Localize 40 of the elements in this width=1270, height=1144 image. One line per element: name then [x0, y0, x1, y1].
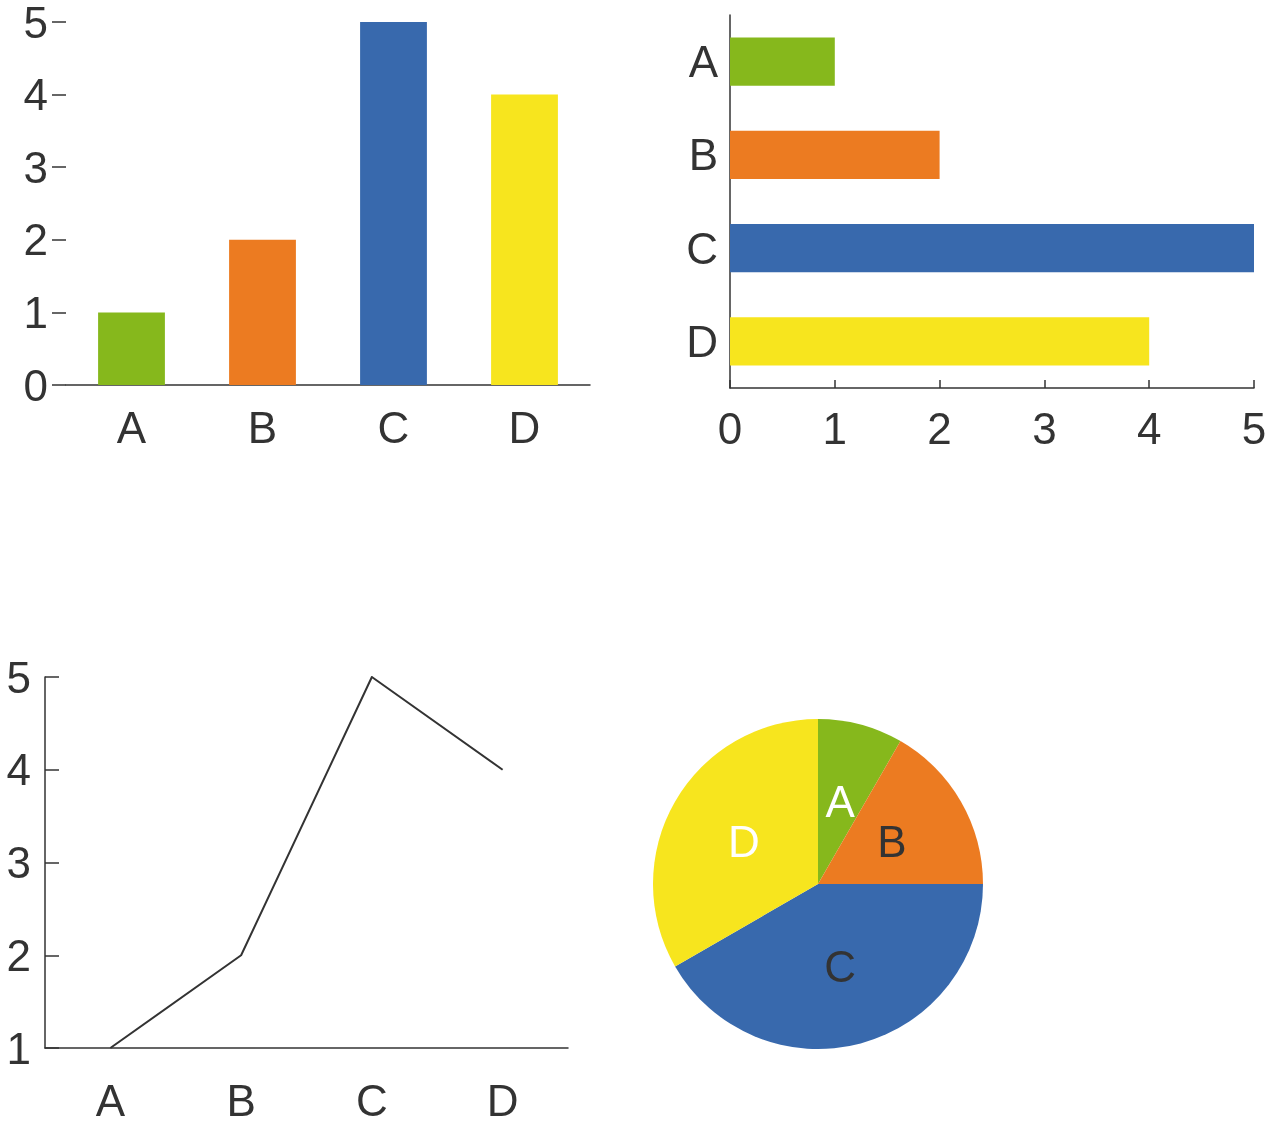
y-tick-label: 5 — [6, 652, 31, 702]
y-tick-label: 4 — [23, 70, 48, 120]
x-tick-label: 1 — [822, 403, 848, 453]
x-tick-label: 5 — [1241, 403, 1267, 453]
bar — [730, 223, 1254, 273]
bar — [229, 239, 296, 385]
bar — [730, 130, 940, 180]
bar — [730, 37, 835, 86]
y-tick-label: 2 — [6, 930, 31, 980]
x-tick-label: B — [247, 402, 278, 452]
y-tick-label: 3 — [23, 142, 48, 192]
bar — [98, 312, 165, 385]
bar — [360, 22, 427, 385]
y-tick-label: 5 — [23, 0, 48, 47]
x-tick-label: D — [486, 1075, 519, 1125]
y-tick-label: 3 — [6, 838, 31, 887]
y-tick-label: 1 — [6, 1023, 31, 1073]
y-tick-label: A — [688, 37, 719, 87]
x-tick-label: 2 — [927, 403, 952, 453]
y-tick-label: 1 — [23, 287, 48, 337]
slice-label: D — [728, 816, 760, 866]
y-tick-label: D — [686, 316, 718, 366]
x-tick-label: 4 — [1136, 403, 1162, 453]
y-tick-label: 4 — [6, 745, 31, 795]
bar — [491, 94, 558, 385]
y-tick-label: B — [688, 130, 718, 180]
bar — [730, 317, 1150, 366]
x-tick-label: B — [226, 1075, 256, 1125]
y-tick-label: 0 — [23, 360, 48, 410]
y-tick-label: C — [686, 223, 718, 273]
x-tick-label: A — [95, 1075, 126, 1125]
slice-label: C — [824, 942, 857, 992]
slice-label: B — [877, 816, 907, 866]
x-tick-label: D — [508, 402, 541, 452]
x-tick-label: C — [377, 402, 410, 452]
slice-label: A — [825, 776, 856, 826]
x-tick-label: C — [355, 1075, 388, 1125]
y-tick-label: 2 — [23, 215, 48, 265]
x-tick-label: A — [116, 402, 147, 452]
x-tick-label: 3 — [1032, 403, 1057, 453]
